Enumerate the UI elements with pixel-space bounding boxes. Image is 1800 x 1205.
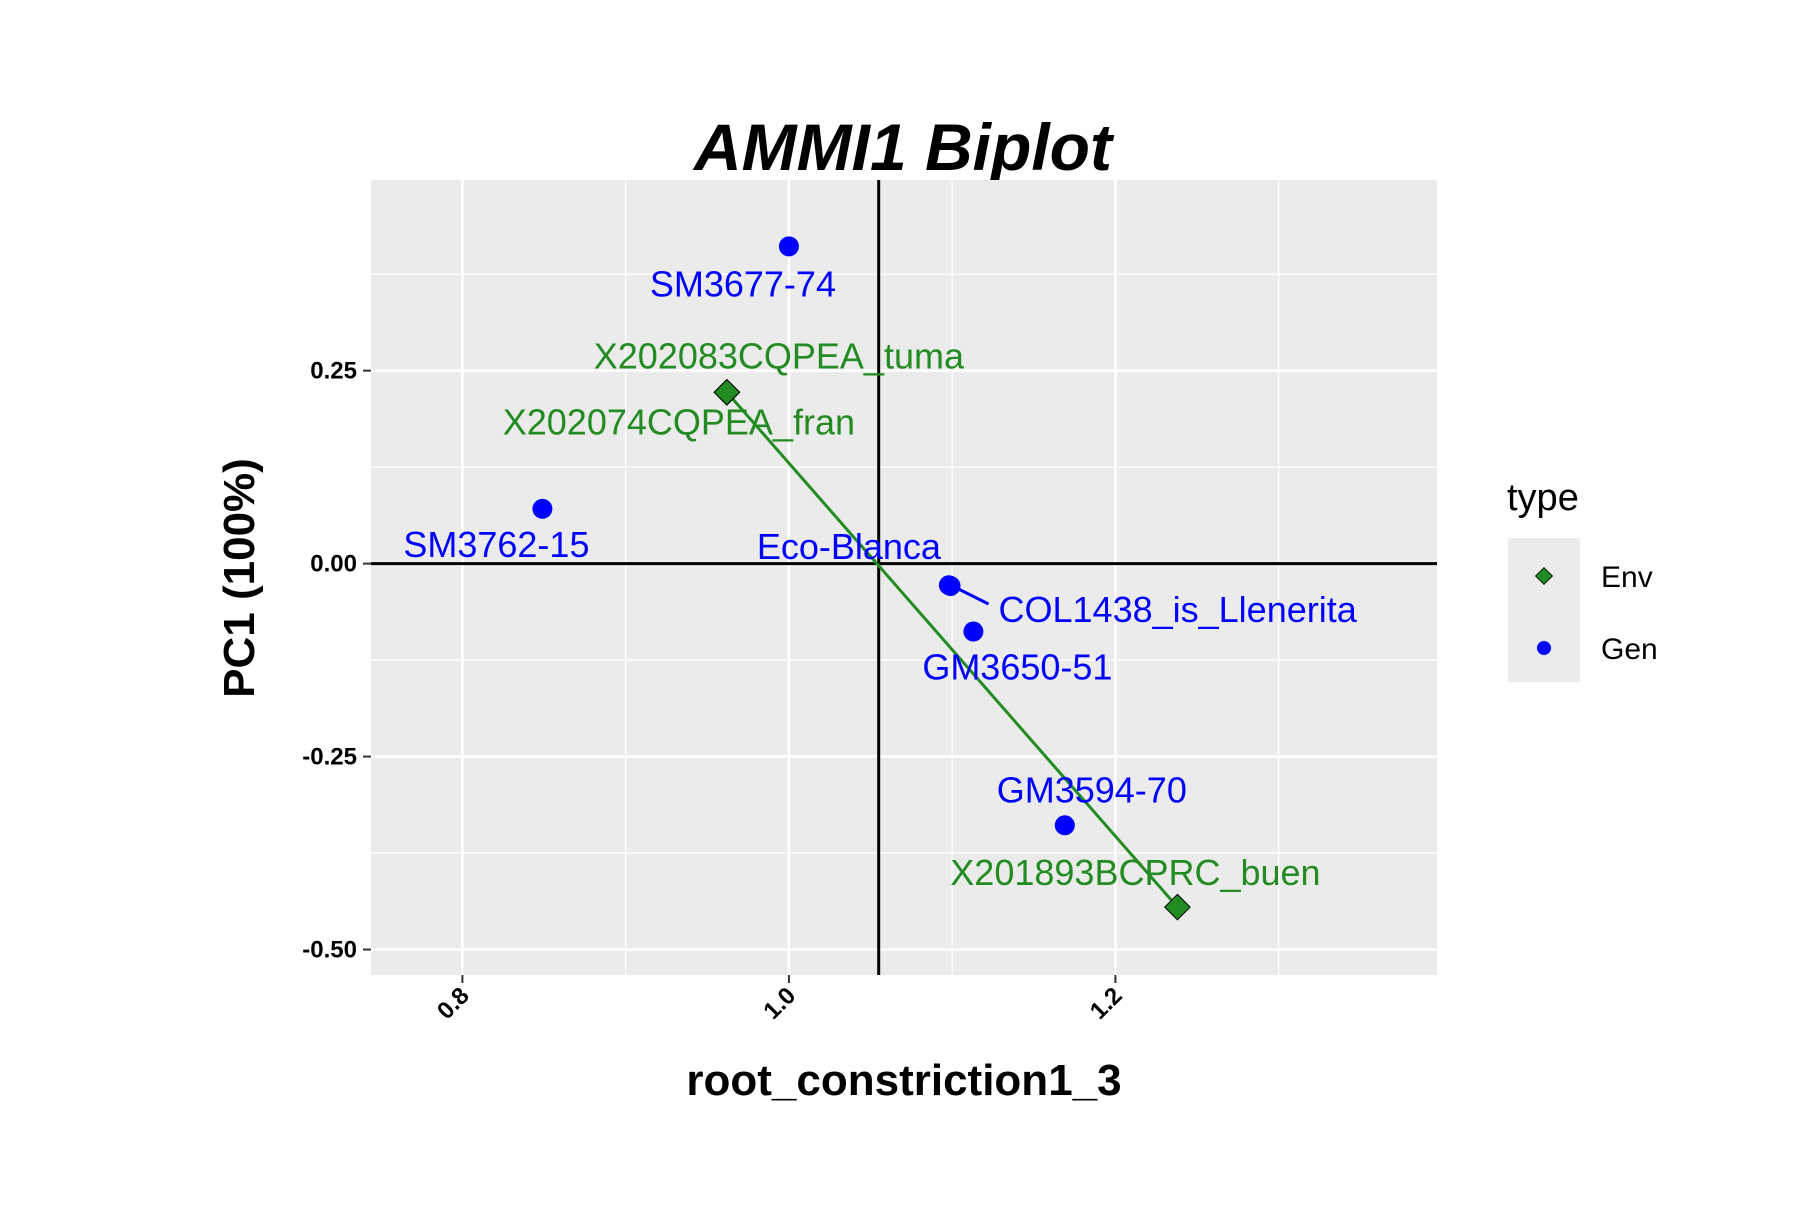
label-connector	[957, 587, 990, 606]
gen-point-marker	[1054, 815, 1075, 836]
env-point-marker	[713, 378, 741, 406]
point-label: SM3762-15	[403, 524, 589, 565]
legend-key-env	[1534, 566, 1554, 586]
x-tick-label: 1.0	[758, 982, 801, 1025]
y-axis-title: PC1 (100%)	[215, 458, 264, 698]
chart-title: AMMI1 Biplot	[692, 110, 1115, 184]
point-label: SM3677-74	[650, 263, 836, 304]
point-label: X202083CQPEA_tuma	[594, 335, 965, 376]
reference-lines	[371, 180, 1437, 975]
point-label: GM3650-51	[922, 647, 1112, 688]
x-tick-label: 0.8	[432, 982, 475, 1025]
y-tick-label: -0.50	[302, 937, 357, 964]
point-label: COL1438_is_Llenerita	[999, 589, 1358, 630]
legend-title: type	[1507, 477, 1579, 519]
y-tick-label: -0.25	[302, 744, 357, 771]
legend-entry-label: Gen	[1601, 633, 1658, 666]
y-tick-label: 0.25	[310, 358, 357, 385]
point-label: X202074CQPEA_fran	[503, 401, 855, 442]
legend: type Env Gen	[1507, 477, 1658, 682]
y-tick-label: 0.00	[310, 551, 357, 578]
gen-point-marker	[532, 498, 553, 519]
gen-point-marker	[778, 236, 799, 257]
grid-lines	[371, 180, 1437, 975]
env-point-marker	[1164, 893, 1191, 921]
data-layer: X202083CQPEA_tuma X202074CQPEA_fran X20189…	[403, 236, 1358, 921]
gen-point-marker	[940, 575, 961, 596]
plot-panel	[371, 180, 1437, 975]
env-vector-line	[725, 391, 1179, 909]
legend-key-box	[1508, 538, 1580, 682]
point-label: Eco-Blanca	[757, 526, 942, 567]
legend-key-gen	[1537, 641, 1551, 655]
x-tick-label: 1.2	[1085, 982, 1128, 1025]
point-label: X201893BCPRC_buen	[950, 852, 1320, 893]
legend-entry-label: Env	[1601, 561, 1653, 594]
x-axis-title: root_constriction1_3	[686, 1056, 1121, 1105]
gen-point-marker	[963, 621, 984, 642]
point-label: GM3594-70	[997, 769, 1187, 810]
